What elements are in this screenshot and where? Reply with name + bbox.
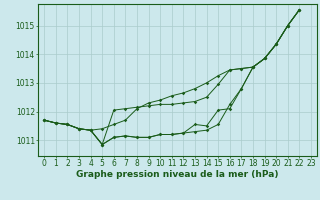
X-axis label: Graphe pression niveau de la mer (hPa): Graphe pression niveau de la mer (hPa) — [76, 170, 279, 179]
